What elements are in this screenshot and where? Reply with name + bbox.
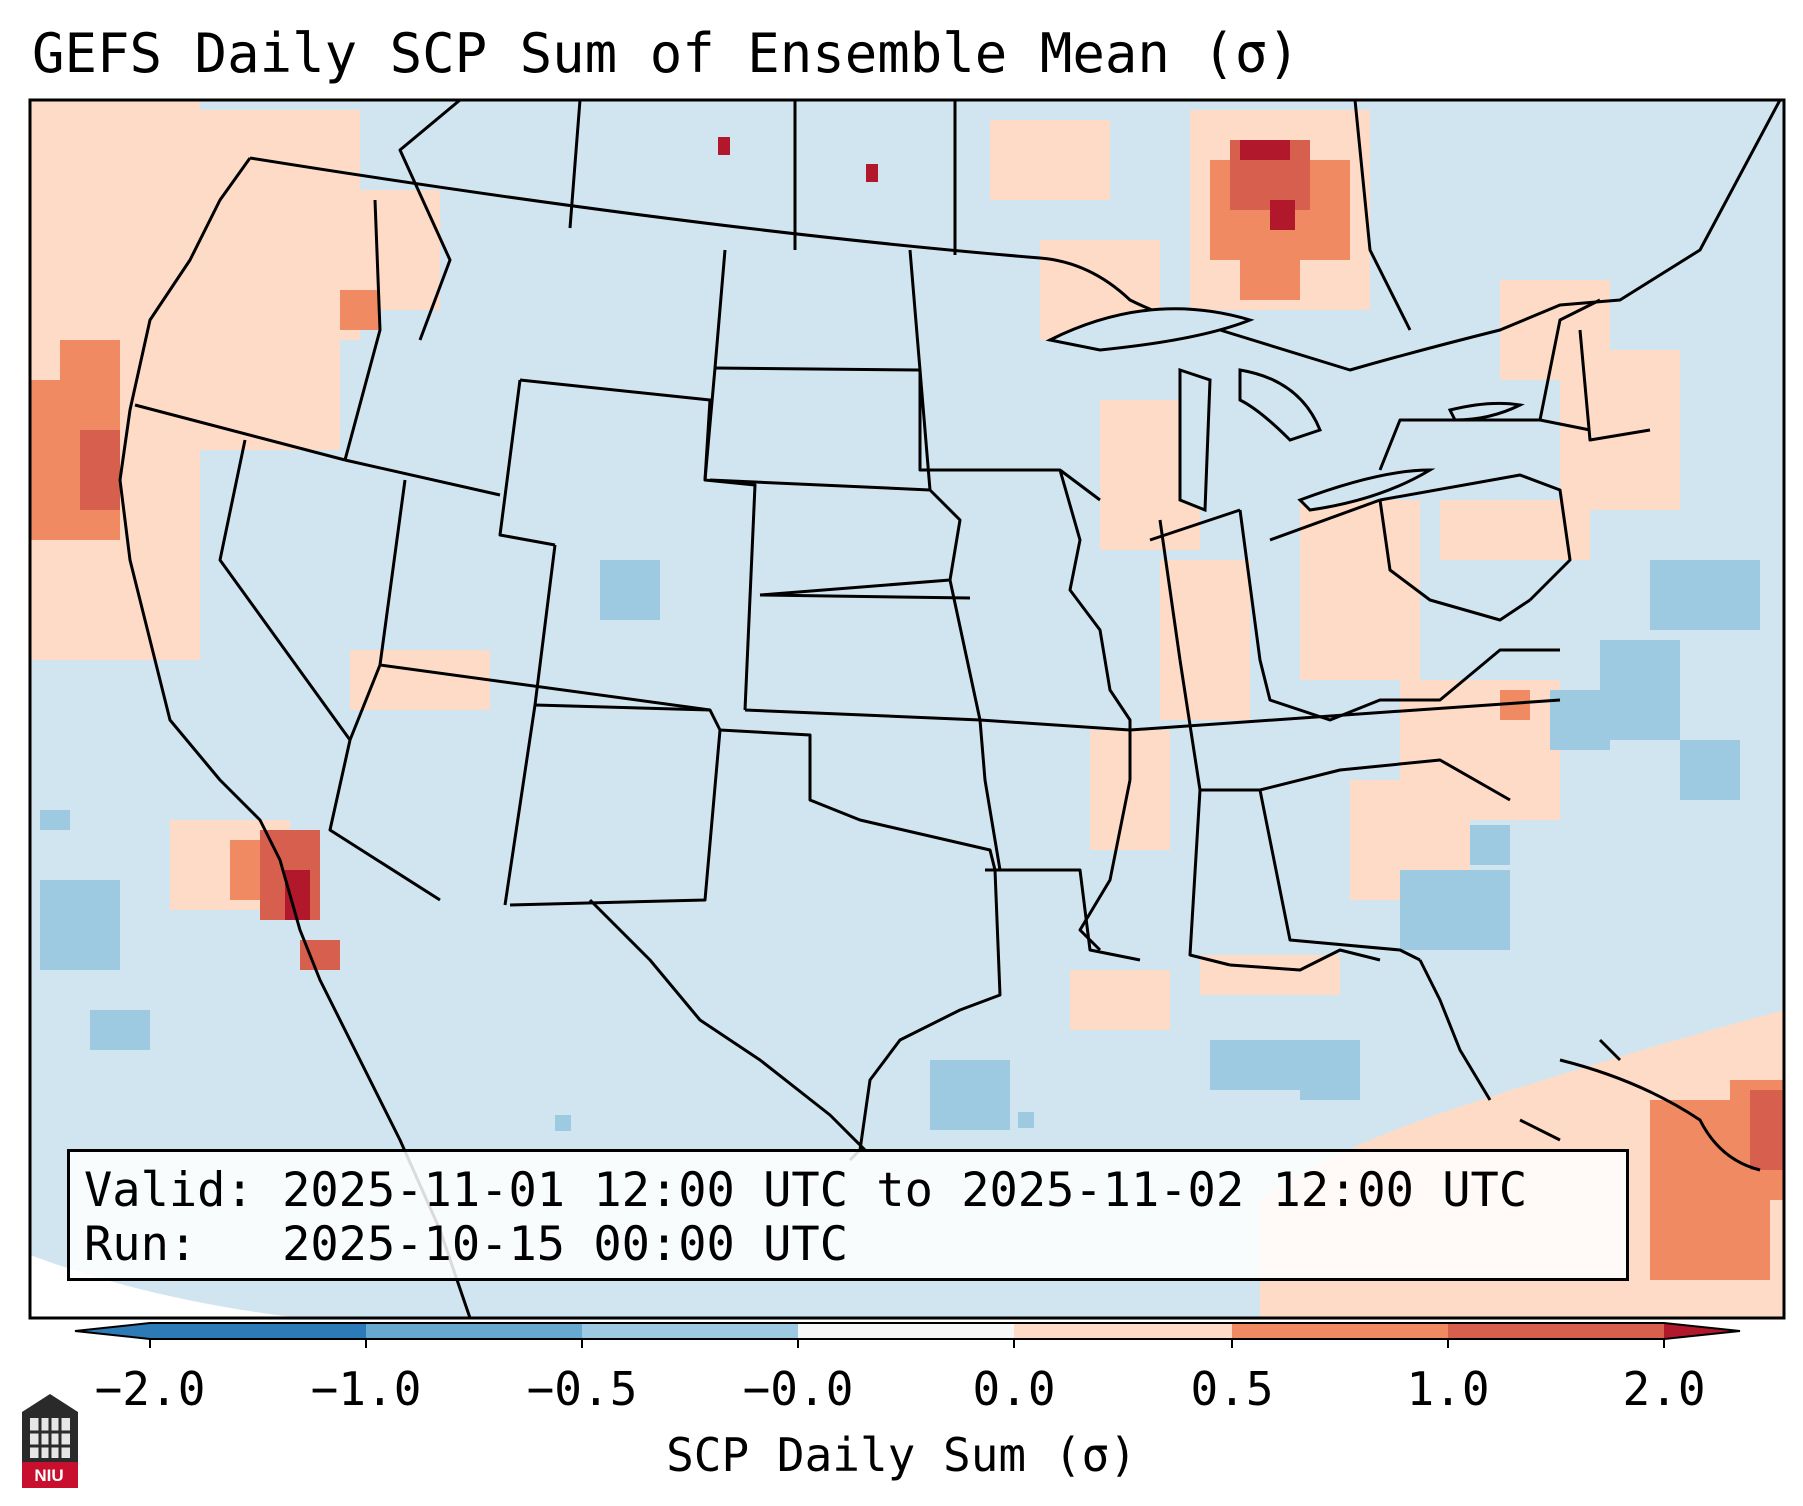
colorbar-tick-label: −1.0 xyxy=(310,1362,422,1416)
colorbar-segment-7 xyxy=(1448,1323,1664,1339)
colorbar xyxy=(74,1322,1741,1348)
colorbar-extend-high xyxy=(1664,1323,1740,1339)
valid-time-text: Valid: 2025-11-01 12:00 UTC to 2025-11-0… xyxy=(84,1163,1528,1218)
map-area[interactable] xyxy=(30,100,1784,1318)
niu-logo-graphic xyxy=(22,1394,78,1488)
colorbar-segment-3 xyxy=(582,1323,798,1339)
validity-info-box: Valid: 2025-11-01 12:00 UTC to 2025-11-0… xyxy=(67,1149,1629,1281)
niu-logo-text: NIU xyxy=(34,1466,64,1485)
colorbar-segment-1 xyxy=(150,1323,366,1339)
out-of-domain-corner xyxy=(30,1255,300,1318)
colorbar-tick-label: −0.0 xyxy=(742,1362,854,1416)
colorbar-tick-label: 1.0 xyxy=(1406,1362,1490,1416)
colorbar-segment-2 xyxy=(366,1323,582,1339)
colorbar-tick-label: 0.5 xyxy=(1190,1362,1274,1416)
negative-anomaly-patches xyxy=(40,560,1760,1131)
extreme-positive-anomaly-patches xyxy=(285,137,1295,920)
colorbar-tick-label: −2.0 xyxy=(94,1362,206,1416)
colorbar-tick-label: 0.0 xyxy=(972,1362,1056,1416)
political-borders xyxy=(118,100,1782,1318)
colorbar-segment-4 xyxy=(798,1323,1014,1339)
colorbar-tick-label: −0.5 xyxy=(526,1362,638,1416)
colorbar-segment-6 xyxy=(1232,1323,1448,1339)
map-frame xyxy=(28,98,1786,1320)
colorbar-segment-5 xyxy=(1014,1323,1232,1339)
colorbar-tick-marks xyxy=(149,1339,1665,1348)
map-title: GEFS Daily SCP Sum of Ensemble Mean (σ) xyxy=(32,22,1300,85)
run-time-text: Run: 2025-10-15 00:00 UTC xyxy=(84,1217,849,1272)
colorbar-extend-low xyxy=(75,1323,150,1339)
colorbar-label: SCP Daily Sum (σ) xyxy=(666,1428,1137,1482)
great-lakes xyxy=(1045,307,1525,513)
colorbar-tick-label: 2.0 xyxy=(1622,1362,1706,1416)
caribbean-islands xyxy=(1519,1038,1761,1172)
